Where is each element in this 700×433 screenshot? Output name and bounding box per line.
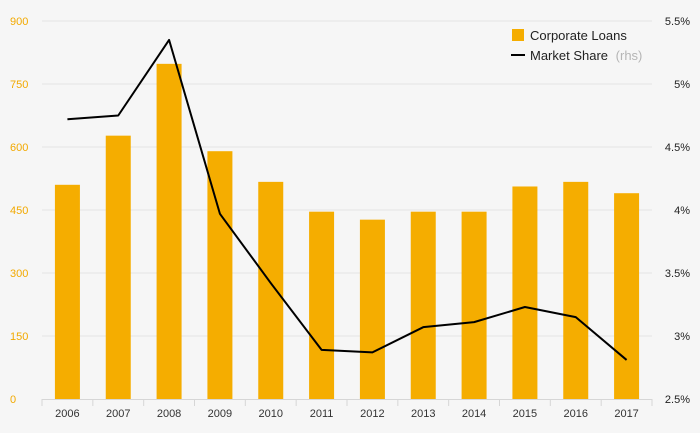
left-tick-label: 900 (10, 16, 28, 28)
legend-swatch-corporate-loans (512, 29, 524, 41)
x-tick-label: 2010 (259, 408, 283, 420)
bar-corporate-loans-2017 (614, 193, 640, 399)
right-tick-label: 3.5% (665, 268, 690, 280)
right-tick-label: 3% (674, 331, 690, 343)
left-y-axis: 0 150 300 450 600 750 900 (10, 16, 28, 406)
bar-corporate-loans-2008 (156, 63, 182, 400)
bar-corporate-loans-2009 (207, 151, 233, 399)
left-tick-label: 300 (10, 268, 28, 280)
right-tick-label: 2.5% (665, 394, 690, 406)
right-tick-label: 4.5% (665, 142, 690, 154)
legend-label-market-share: Market Share (530, 48, 608, 63)
bar-corporate-loans-2016 (563, 181, 589, 399)
left-tick-label: 750 (10, 79, 28, 91)
x-tick-label: 2017 (614, 408, 638, 420)
x-tick-label: 2008 (157, 408, 181, 420)
x-axis: 2006 2007 2008 2009 2010 2011 2012 2013 2014 2015… (41, 399, 653, 420)
x-tick-label: 2012 (360, 408, 384, 420)
right-tick-label: 4% (674, 205, 690, 217)
bar-corporate-loans-2010 (258, 181, 284, 399)
legend: Corporate Loans Market Share (rhs) (511, 28, 642, 63)
bar-corporate-loans-2006 (54, 184, 80, 399)
left-tick-label: 600 (10, 142, 28, 154)
x-tick-label: 2016 (564, 408, 588, 420)
bar-corporate-loans-2013 (410, 211, 436, 399)
bar-corporate-loans-2015 (512, 186, 538, 399)
x-tick-label: 2007 (106, 408, 130, 420)
bar-corporate-loans-2012 (359, 219, 385, 399)
legend-label-rhs-suffix: (rhs) (616, 48, 643, 63)
left-tick-label: 450 (10, 205, 28, 217)
x-tick-label: 2006 (55, 408, 79, 420)
bar-series (54, 63, 640, 400)
right-y-axis: 2.5% 3% 3.5% 4% 4.5% 5% 5.5% (665, 16, 690, 406)
gridlines (42, 20, 652, 337)
line-series (67, 38, 628, 361)
left-tick-label: 0 (10, 394, 16, 406)
legend-entry-market-share: Market Share (rhs) (530, 48, 642, 63)
legend-label-corporate-loans: Corporate Loans (530, 28, 627, 43)
left-tick-label: 150 (10, 331, 28, 343)
x-tick-label: 2013 (411, 408, 435, 420)
x-tick-label: 2014 (462, 408, 486, 420)
bar-corporate-loans-2007 (105, 135, 131, 399)
right-tick-label: 5% (674, 79, 690, 91)
bar-corporate-loans-2011 (309, 211, 335, 399)
bar-corporate-loans-2014 (461, 211, 487, 399)
x-tick-label: 2011 (310, 408, 334, 420)
x-tick-label: 2009 (208, 408, 232, 420)
line-market-share (67, 38, 628, 361)
x-tick-label: 2015 (513, 408, 537, 420)
right-tick-label: 5.5% (665, 16, 690, 28)
